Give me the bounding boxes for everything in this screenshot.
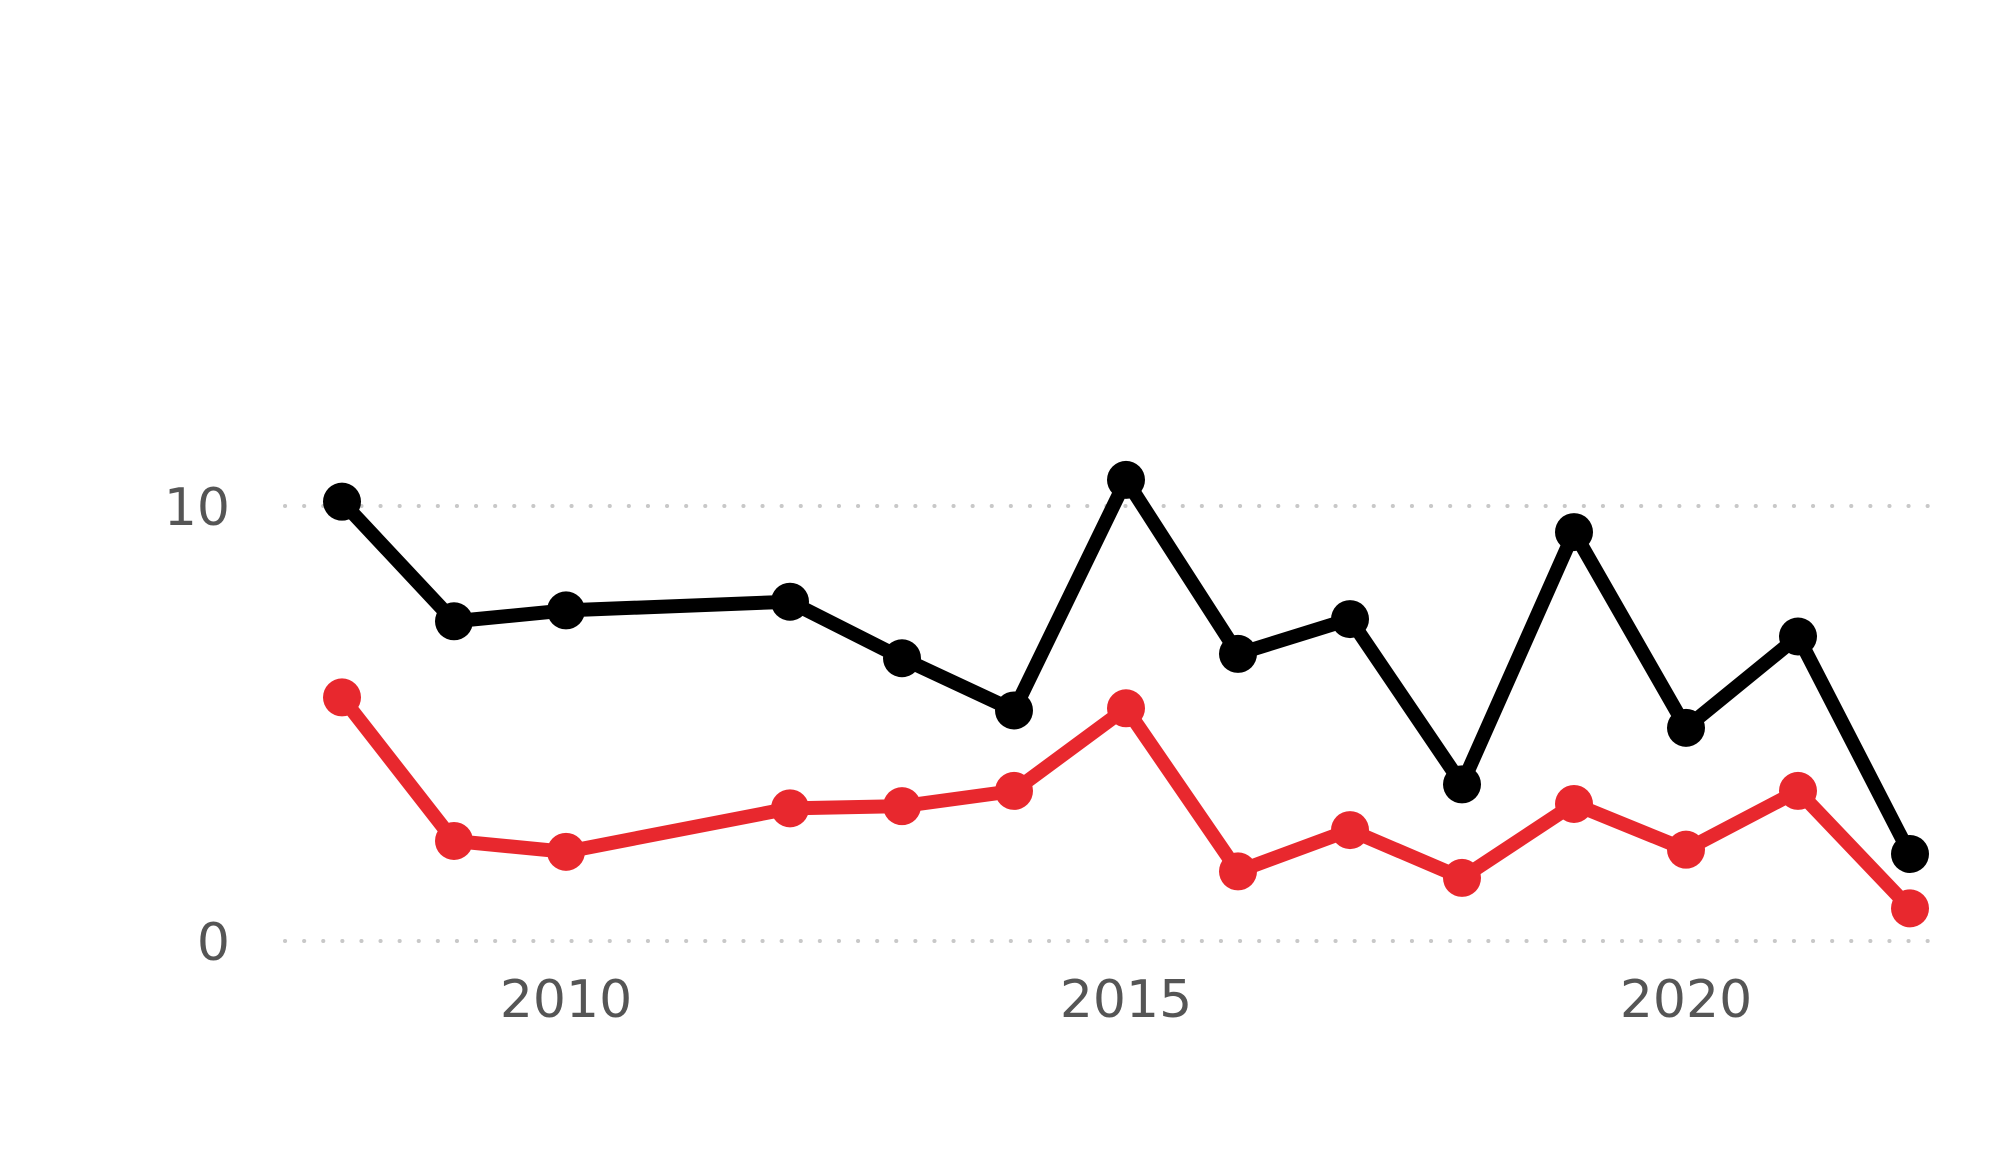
x-tick-label: 2015: [1060, 970, 1192, 1030]
series-1: [323, 678, 1929, 928]
series-1-point: [323, 678, 361, 717]
series-0-line: [335, 465, 1917, 861]
series-0-point: [883, 639, 921, 678]
x-axis-tick-labels: 2010 2015 2020: [500, 970, 1752, 1030]
series-1-point: [1555, 784, 1593, 823]
series-1-point: [1891, 889, 1929, 928]
series-0-point: [1555, 513, 1593, 552]
series-1-point: [883, 787, 921, 826]
series-0-point: [1443, 765, 1481, 804]
series-0-point: [1891, 835, 1929, 873]
series-0-point: [1107, 460, 1145, 499]
series-lines: [323, 460, 1929, 928]
series-0-point: [995, 691, 1033, 730]
series-1-point: [1667, 830, 1705, 869]
series-0-point: [435, 602, 473, 641]
series-1-point: [1779, 771, 1817, 810]
y-tick-label: 0: [197, 913, 230, 973]
series-0-point: [771, 582, 809, 621]
x-tick-label: 2020: [1620, 970, 1752, 1030]
y-axis-tick-labels: 0 10: [164, 478, 230, 973]
series-1-point: [435, 821, 473, 860]
y-tick-label: 10: [164, 478, 230, 538]
series-0-point: [1779, 617, 1817, 656]
series-1-point: [1107, 689, 1145, 728]
series-1-line: [335, 690, 1917, 916]
series-1-point: [1331, 811, 1369, 850]
series-1-point: [771, 789, 809, 828]
series-1-point: [1443, 858, 1481, 897]
series-1-point: [1219, 852, 1257, 891]
series-0-point: [1331, 600, 1369, 639]
series-0-point: [323, 482, 361, 521]
series-0-point: [1667, 708, 1705, 747]
series-1-point: [995, 771, 1033, 810]
series-1-point: [547, 832, 585, 871]
series-0-point: [1219, 634, 1257, 673]
series-0: [323, 460, 1929, 873]
x-tick-label: 2010: [500, 970, 632, 1030]
series-0-point: [547, 591, 585, 630]
